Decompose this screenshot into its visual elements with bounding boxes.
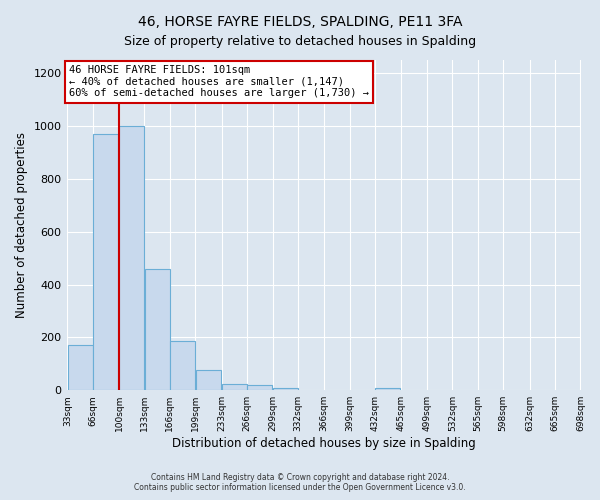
- Bar: [222, 384, 247, 390]
- Bar: [93, 134, 118, 390]
- Bar: [68, 346, 92, 390]
- Bar: [196, 370, 221, 390]
- Text: Size of property relative to detached houses in Spalding: Size of property relative to detached ho…: [124, 35, 476, 48]
- Bar: [170, 342, 195, 390]
- Bar: [247, 385, 272, 390]
- Bar: [119, 126, 144, 390]
- Text: 46, HORSE FAYRE FIELDS, SPALDING, PE11 3FA: 46, HORSE FAYRE FIELDS, SPALDING, PE11 3…: [138, 15, 462, 29]
- Text: Contains HM Land Registry data © Crown copyright and database right 2024.
Contai: Contains HM Land Registry data © Crown c…: [134, 473, 466, 492]
- Bar: [145, 268, 170, 390]
- Y-axis label: Number of detached properties: Number of detached properties: [15, 132, 28, 318]
- Bar: [273, 388, 298, 390]
- Bar: [376, 388, 400, 390]
- Text: 46 HORSE FAYRE FIELDS: 101sqm
← 40% of detached houses are smaller (1,147)
60% o: 46 HORSE FAYRE FIELDS: 101sqm ← 40% of d…: [69, 66, 369, 98]
- X-axis label: Distribution of detached houses by size in Spalding: Distribution of detached houses by size …: [172, 437, 476, 450]
